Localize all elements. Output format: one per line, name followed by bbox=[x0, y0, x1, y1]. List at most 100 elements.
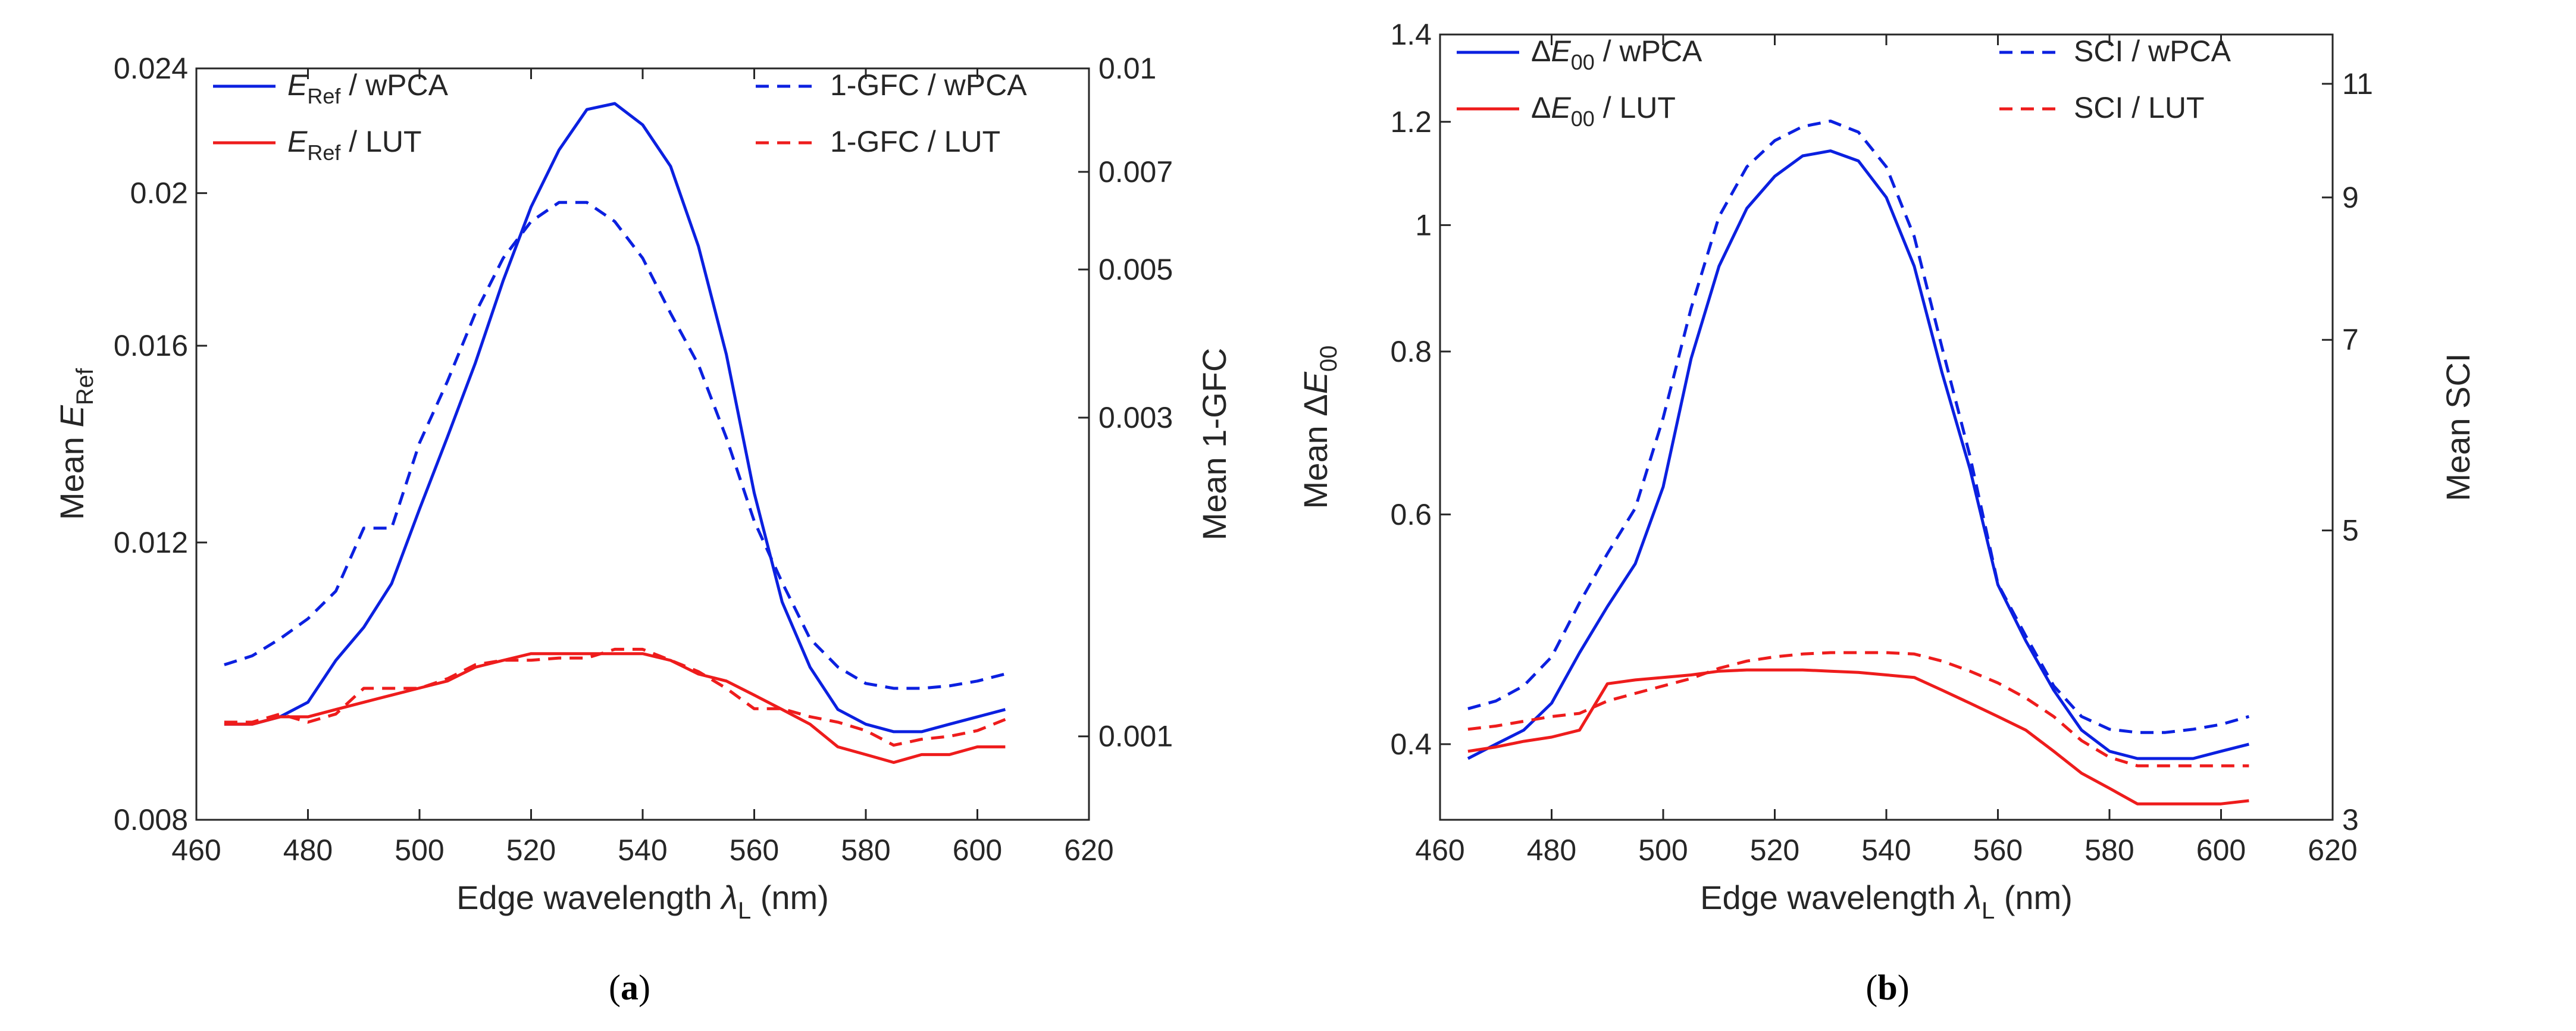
y-left-tick-label: 1.2 bbox=[1390, 105, 1432, 139]
legend-label: ΔE00 / LUT bbox=[1531, 91, 1676, 131]
panel-b: 460 480 500 520 540 560 580 600 6200.40.60.811.2… bbox=[1297, 18, 2477, 1007]
x-axis-label: Edge wavelength λL (nm) bbox=[1700, 879, 2073, 924]
x-tick-label: 500 bbox=[1638, 833, 1688, 867]
legend-suffix: / wPCA bbox=[340, 68, 448, 102]
caption-close: ) bbox=[638, 968, 650, 1007]
series-line bbox=[1467, 120, 2250, 734]
x-tick-label: 580 bbox=[841, 833, 890, 867]
x-tick-label: 460 bbox=[1415, 833, 1464, 867]
x-tick-label: 540 bbox=[618, 833, 667, 867]
legend-label: SCI / wPCA bbox=[2074, 35, 2231, 68]
x-axis-label-symbol: λ bbox=[1963, 879, 1982, 916]
y-left-tick-label: 0.012 bbox=[114, 526, 188, 559]
x-tick-label: 520 bbox=[1750, 833, 1799, 867]
legend-prefix: Δ bbox=[1531, 91, 1551, 124]
series-line bbox=[224, 200, 1006, 690]
caption-close: ) bbox=[1898, 968, 1910, 1007]
caption-open: ( bbox=[609, 968, 621, 1007]
y-left-tick-label: 1 bbox=[1415, 208, 1432, 242]
x-tick-label: 620 bbox=[2308, 833, 2357, 867]
x-tick-label: 540 bbox=[1861, 833, 1911, 867]
x-axis-label-sub: L bbox=[1982, 898, 1995, 924]
y-right-tick-label: 0.003 bbox=[1098, 401, 1173, 434]
x-tick-label: 560 bbox=[730, 833, 779, 867]
y-right-tick-label: 3 bbox=[2342, 803, 2359, 836]
y-right-tick-label: 0.01 bbox=[1098, 52, 1156, 85]
panel-caption: (b) bbox=[1866, 968, 1909, 1007]
x-tick-label: 480 bbox=[283, 833, 333, 867]
x-tick-label: 580 bbox=[2084, 833, 2134, 867]
x-axis-label-prefix: Edge wavelength bbox=[1700, 879, 1965, 916]
y-left-tick-label: 0.02 bbox=[130, 177, 188, 210]
series-line bbox=[224, 652, 1006, 764]
y-right-tick-label: 9 bbox=[2342, 181, 2359, 214]
x-tick-label: 600 bbox=[953, 833, 1002, 867]
x-tick-label: 560 bbox=[1973, 833, 2023, 867]
series-line bbox=[1467, 668, 2249, 806]
legend-label: SCI / LUT bbox=[2074, 91, 2204, 124]
x-tick-label: 500 bbox=[395, 833, 444, 867]
y-left-tick-label: 0.4 bbox=[1390, 728, 1432, 761]
legend-symbol: E bbox=[1551, 35, 1571, 68]
x-axis-label-suffix: (nm) bbox=[751, 879, 829, 916]
legend-prefix: Δ bbox=[1531, 35, 1551, 68]
series-line bbox=[1467, 651, 2249, 767]
plot-frame bbox=[1439, 33, 2334, 821]
y-right-tick-label: 7 bbox=[2342, 323, 2359, 356]
legend-label: ERef / wPCA bbox=[287, 68, 449, 108]
legend-label: 1-GFC / LUT bbox=[830, 125, 1000, 158]
y-right-tick-label: 5 bbox=[2342, 514, 2359, 547]
y-right-axis-label: Mean SCI bbox=[2439, 353, 2477, 502]
legend-sub: 00 bbox=[1571, 106, 1595, 131]
caption-letter: b bbox=[1877, 968, 1897, 1007]
x-axis-label-sub: L bbox=[738, 898, 751, 924]
legend-symbol: E bbox=[1551, 91, 1571, 124]
x-tick-label: 620 bbox=[1064, 833, 1113, 867]
legend-label: ERef / LUT bbox=[287, 125, 422, 165]
y-right-tick-label: 0.001 bbox=[1098, 720, 1173, 753]
legend-suffix: / wPCA bbox=[1595, 35, 1702, 68]
legend-suffix: / LUT bbox=[1595, 91, 1676, 124]
y-left-tick-label: 0.8 bbox=[1390, 335, 1432, 368]
legend-symbol: E bbox=[287, 125, 308, 158]
x-axis-label-symbol: λ bbox=[719, 879, 738, 916]
y-left-tick-label: 0.016 bbox=[114, 329, 188, 362]
y-left-tick-label: 0.008 bbox=[114, 803, 188, 836]
series-line bbox=[224, 647, 1006, 747]
caption-open: ( bbox=[1866, 968, 1877, 1007]
x-axis-label-prefix: Edge wavelength bbox=[456, 879, 721, 916]
series-line bbox=[224, 102, 1006, 734]
x-tick-label: 600 bbox=[2196, 833, 2246, 867]
y-right-tick-label: 0.005 bbox=[1098, 253, 1173, 286]
x-tick-label: 520 bbox=[506, 833, 556, 867]
plot-frame bbox=[195, 67, 1090, 821]
legend-label: ΔE00 / wPCA bbox=[1531, 35, 1702, 74]
y-right-tick-label: 11 bbox=[2342, 67, 2373, 101]
y-left-label-sub: 00 bbox=[1316, 346, 1342, 372]
y-right-tick-label: 0.007 bbox=[1098, 155, 1173, 189]
y-left-tick-label: 0.024 bbox=[114, 52, 188, 85]
panel-caption: (a) bbox=[609, 968, 650, 1007]
y-left-label-prefix: Mean Δ bbox=[1297, 394, 1334, 509]
legend-label: 1-GFC / wPCA bbox=[830, 68, 1027, 102]
legend-sub: 00 bbox=[1571, 50, 1595, 74]
x-tick-label: 460 bbox=[171, 833, 221, 867]
x-tick-label: 480 bbox=[1527, 833, 1576, 867]
y-left-axis-label: Mean ΔE00 bbox=[1297, 346, 1342, 509]
y-left-tick-label: 0.6 bbox=[1390, 498, 1432, 531]
y-left-label-sub: Ref bbox=[72, 368, 98, 405]
y-left-label-prefix: Mean bbox=[53, 427, 90, 520]
panel-a: 460 480 500 520 540 560 580 600 620 0.008 0.012 0.0… bbox=[53, 52, 1233, 1007]
caption-letter: a bbox=[621, 968, 638, 1007]
legend-sub: Ref bbox=[307, 140, 341, 165]
series-line bbox=[1467, 149, 2250, 760]
y-right-axis-label: Mean 1-GFC bbox=[1195, 348, 1233, 541]
x-axis-label-suffix: (nm) bbox=[1995, 879, 2073, 916]
x-axis-label: Edge wavelength λL (nm) bbox=[456, 879, 829, 924]
y-left-label-symbol: E bbox=[1297, 371, 1334, 394]
y-left-label-symbol: E bbox=[53, 405, 90, 427]
legend-suffix: / LUT bbox=[340, 125, 421, 158]
legend-symbol: E bbox=[287, 68, 308, 102]
legend-sub: Ref bbox=[307, 84, 341, 108]
